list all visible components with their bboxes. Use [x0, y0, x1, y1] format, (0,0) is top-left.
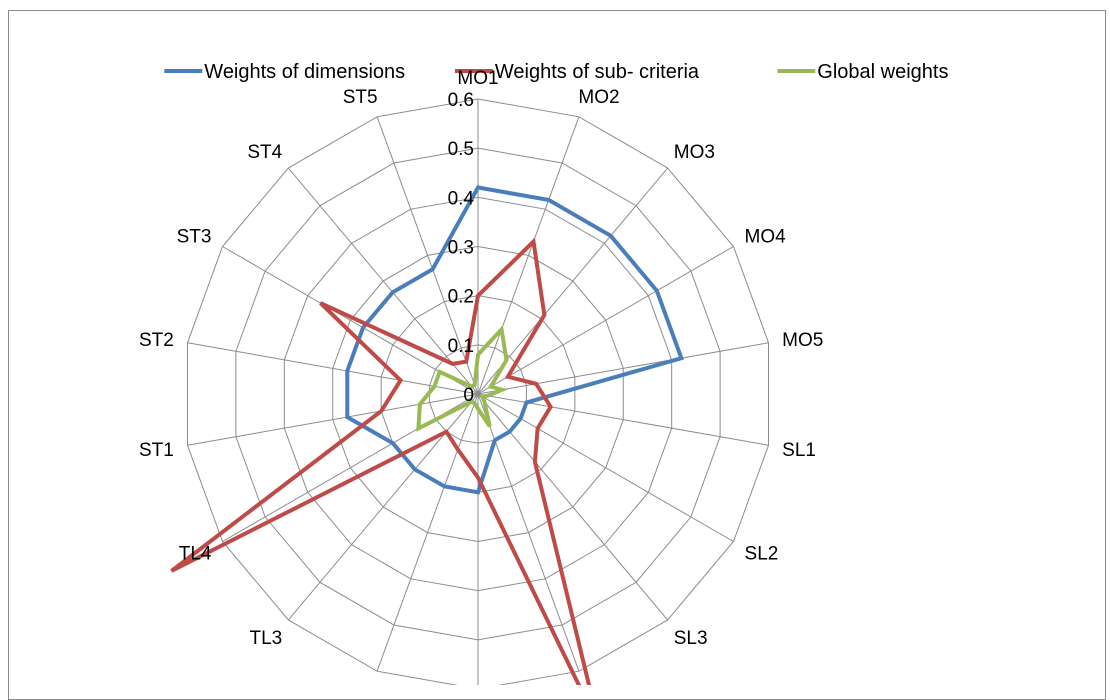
category-label-mo4: MO4 [745, 227, 787, 248]
spoke-mo5 [477, 342, 769, 395]
category-label-st5: ST5 [343, 87, 378, 108]
category-label-st2: ST2 [139, 330, 174, 351]
radar-chart: Weights of dimensions Weights of sub- cri… [139, 61, 948, 685]
legend-item-weights-of-dimensions: Weights of dimensions [164, 61, 405, 83]
radial-tick-label: 0.3 [448, 238, 474, 259]
category-label-tl3: TL3 [249, 628, 282, 649]
category-label-sl3: SL3 [674, 628, 708, 649]
category-label-mo3: MO3 [674, 142, 715, 163]
radial-tick-label: 0.4 [448, 188, 475, 209]
category-label-st1: ST1 [139, 440, 174, 461]
radial-tick-label: 0 [463, 385, 474, 406]
category-label-st3: ST3 [177, 227, 212, 248]
spoke-mo4 [477, 246, 734, 395]
spoke-st3 [222, 246, 479, 395]
legend: Weights of dimensions Weights of sub- cri… [164, 61, 948, 83]
spoke-st2 [187, 342, 479, 395]
legend-item-global-weights: Global weights [777, 61, 948, 83]
legend-label: Weights of sub- criteria [495, 61, 700, 83]
spoke-st4 [287, 167, 479, 395]
spoke-st5 [376, 116, 479, 395]
spoke-st1 [187, 393, 479, 446]
spoke-mo2 [477, 116, 580, 395]
category-label-sl1: SL1 [782, 440, 816, 461]
category-label-st4: ST4 [247, 142, 282, 163]
series-line-weights-of-dimensions [345, 185, 684, 495]
radial-tick-label: 0.5 [448, 139, 474, 160]
series-line-global-weights [416, 324, 509, 432]
legend-label: Weights of dimensions [204, 61, 405, 83]
category-label-mo2: MO2 [578, 87, 619, 108]
category-label-sl2: SL2 [745, 544, 779, 565]
category-label-mo5: MO5 [782, 330, 823, 351]
category-label-mo1: MO1 [457, 68, 498, 89]
series-group [170, 185, 684, 685]
spoke-mo3 [477, 167, 669, 395]
radial-tick-label: 0.1 [448, 336, 474, 357]
series-line-weights-of-sub-criteria [170, 237, 592, 685]
legend-label: Global weights [817, 61, 948, 83]
chart-area: Weights of dimensions Weights of sub- cri… [8, 10, 1106, 700]
legend-item-weights-of-sub-criteria: Weights of sub- criteria [454, 61, 700, 83]
category-labels: MO1MO2MO3MO4MO5SL1SL2SL3SL4TL1TL2TL3TL4S… [139, 68, 823, 685]
spoke-sl4 [477, 393, 580, 672]
category-label-tl4: TL4 [179, 544, 212, 565]
spoke-tl2 [376, 393, 479, 672]
radial-tick-label: 0.2 [448, 287, 474, 308]
radial-tick-label: 0.6 [448, 90, 474, 111]
radial-tick-labels: 0 0.1 0.2 0.3 0.4 0.5 0.6 [448, 90, 475, 406]
